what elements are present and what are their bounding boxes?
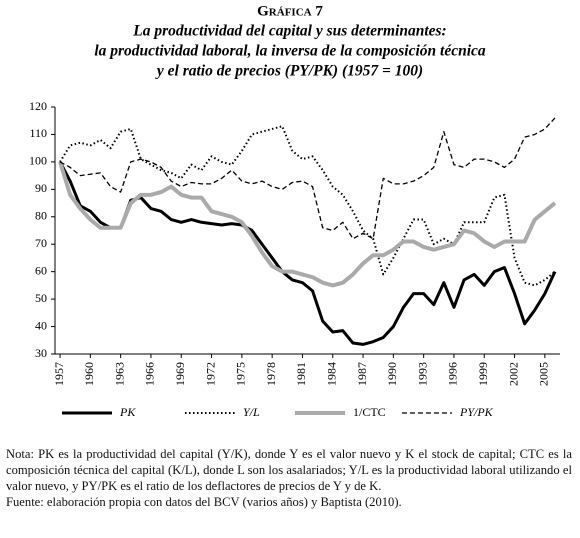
x-tick-label: 1963 <box>112 362 126 386</box>
x-tick-label: 1987 <box>355 362 369 386</box>
legend-label: Y/L <box>243 405 260 419</box>
y-tick-label: 100 <box>29 154 47 168</box>
x-tick-label: 1993 <box>415 362 429 386</box>
x-tick-label: 2005 <box>537 362 551 386</box>
series-line <box>58 161 557 288</box>
legend-label: PK <box>119 405 136 419</box>
x-tick-label: 1960 <box>82 362 96 386</box>
note: Nota: PK es la productividad del capital… <box>6 447 572 493</box>
y-tick-label: 120 <box>29 99 47 113</box>
x-tick-label: 1972 <box>203 362 217 386</box>
y-tick-label: 80 <box>35 209 47 223</box>
legend-label: PY/PK <box>459 405 494 419</box>
x-tick-label: 1996 <box>446 362 460 386</box>
y-tick-label: 90 <box>35 181 47 195</box>
x-tick-label: 1975 <box>234 362 248 386</box>
series-line <box>58 161 557 346</box>
series-line <box>59 117 556 240</box>
x-tick-label: 1966 <box>143 362 157 386</box>
y-tick-label: 50 <box>35 291 47 305</box>
chart: Gráfica 7 La productividad del capital y… <box>29 3 560 419</box>
y-tick-label: 60 <box>35 263 47 277</box>
legend-label: 1/CTC <box>353 405 386 419</box>
y-tick-label: 30 <box>35 346 47 360</box>
series-line <box>59 125 556 287</box>
x-tick-label: 1978 <box>264 362 278 386</box>
y-tick-label: 110 <box>29 126 47 140</box>
x-tick-label: 1981 <box>294 362 308 386</box>
x-tick-label: 2002 <box>506 362 520 386</box>
source: Fuente: elaboración propia con datos del… <box>6 495 402 509</box>
x-tick-label: 1999 <box>476 362 490 386</box>
y-tick-label: 40 <box>35 318 47 332</box>
x-tick-label: 1984 <box>325 362 339 386</box>
x-tick-label: 1990 <box>385 362 399 386</box>
chart-title: La productividad del capital y sus deter… <box>132 23 446 40</box>
x-tick-label: 1957 <box>52 362 66 386</box>
y-tick-label: 70 <box>35 236 47 250</box>
chart-title: la productividad laboral, la inversa de … <box>94 43 486 60</box>
x-tick-label: 1969 <box>173 362 187 386</box>
chart-title: y el ratio de precios (PY/PK) (1957 = 10… <box>155 63 423 80</box>
notes: Nota: PK es la productividad del capital… <box>6 446 572 510</box>
chart-label: Gráfica 7 <box>257 3 323 19</box>
